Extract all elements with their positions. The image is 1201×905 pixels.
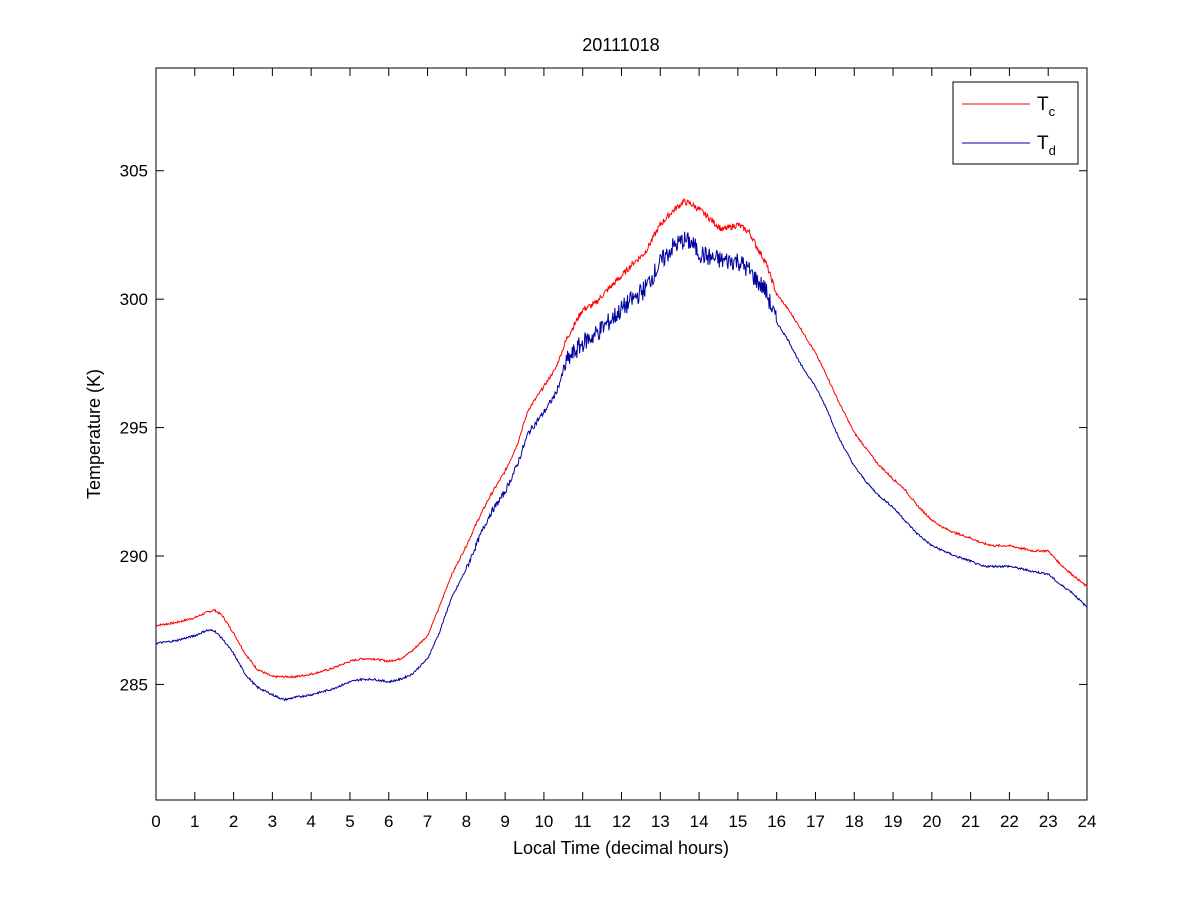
x-tick-label: 13 bbox=[651, 812, 670, 831]
x-tick-label: 17 bbox=[806, 812, 825, 831]
x-tick-label: 7 bbox=[423, 812, 432, 831]
x-tick-label: 15 bbox=[728, 812, 747, 831]
y-axis-label: Temperature (K) bbox=[84, 369, 104, 499]
x-tick-label: 11 bbox=[574, 812, 592, 831]
series-line-c bbox=[155, 197, 1088, 679]
x-tick-label: 0 bbox=[151, 812, 160, 831]
x-tick-label: 10 bbox=[534, 812, 553, 831]
x-tick-label: 21 bbox=[961, 812, 980, 831]
x-tick-label: 18 bbox=[845, 812, 864, 831]
legend-label-td: Td bbox=[1037, 133, 1056, 158]
legend-box bbox=[952, 81, 1079, 165]
x-tick-label: 14 bbox=[690, 812, 709, 831]
series-layer bbox=[155, 197, 1088, 702]
y-tick-label: 285 bbox=[120, 675, 148, 694]
ticks-layer: 0 1 2 3 4 5 6 7 8 9 10 11 12 13 14 15 16 17 18 19 20 21 22 23 24… bbox=[120, 68, 1097, 831]
legend: Tc Td bbox=[952, 81, 1079, 165]
x-tick-label: 12 bbox=[612, 812, 631, 831]
x-tick-label: 4 bbox=[306, 812, 315, 831]
x-tick-label: 19 bbox=[884, 812, 903, 831]
y-tick-label: 300 bbox=[120, 290, 148, 309]
x-tick-label: 6 bbox=[384, 812, 393, 831]
x-tick-label: 20 bbox=[922, 812, 941, 831]
y-tick-label: 290 bbox=[120, 547, 148, 566]
x-tick-label: 3 bbox=[268, 812, 277, 831]
legend-label-tc: Tc bbox=[1037, 94, 1056, 119]
legend-label-tc-sub: c bbox=[1049, 104, 1056, 119]
legend-label-td-main: T bbox=[1037, 133, 1049, 154]
x-tick-label: 16 bbox=[767, 812, 786, 831]
y-tick-label: 305 bbox=[120, 162, 148, 181]
plot-area bbox=[155, 67, 1088, 801]
x-tick-label: 2 bbox=[229, 812, 238, 831]
x-tick-label: 8 bbox=[462, 812, 471, 831]
x-tick-label: 1 bbox=[190, 812, 199, 831]
x-tick-label: 5 bbox=[345, 812, 354, 831]
legend-label-tc-main: T bbox=[1037, 94, 1049, 115]
y-tick-label: 295 bbox=[120, 419, 148, 438]
legend-label-td-sub: d bbox=[1049, 143, 1056, 158]
x-tick-label: 23 bbox=[1039, 812, 1058, 831]
x-tick-label: 9 bbox=[500, 812, 509, 831]
x-tick-label: 22 bbox=[1000, 812, 1019, 831]
series-line-d bbox=[155, 231, 1088, 702]
x-tick-label: 24 bbox=[1078, 812, 1097, 831]
x-axis-label: Local Time (decimal hours) bbox=[513, 838, 729, 858]
chart-title: 20111018 bbox=[582, 35, 659, 55]
